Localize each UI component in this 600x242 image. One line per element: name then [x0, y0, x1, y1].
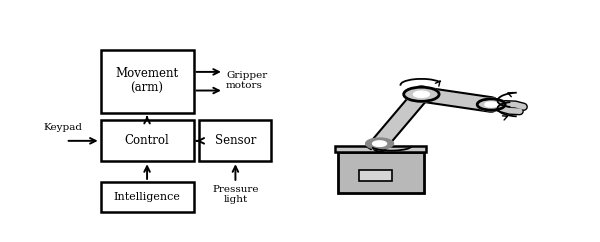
Circle shape [477, 99, 505, 110]
Text: Control: Control [125, 134, 169, 147]
Text: Pressure
light: Pressure light [212, 185, 259, 204]
Bar [359, 170, 392, 181]
Bar [101, 50, 194, 113]
Circle shape [404, 87, 439, 101]
Bar [101, 182, 194, 212]
Circle shape [413, 91, 430, 98]
Bar [335, 145, 426, 152]
Text: Intelligence: Intelligence [113, 192, 181, 202]
Circle shape [485, 102, 497, 107]
Circle shape [373, 141, 386, 146]
Bar [101, 120, 194, 161]
Text: Movement
(arm): Movement (arm) [116, 67, 179, 95]
Text: Keypad: Keypad [44, 123, 83, 132]
Circle shape [365, 138, 394, 149]
Text: Gripper
motors: Gripper motors [226, 71, 268, 90]
Text: Sensor: Sensor [215, 134, 256, 147]
Bar [338, 152, 424, 193]
Bar [199, 120, 271, 161]
